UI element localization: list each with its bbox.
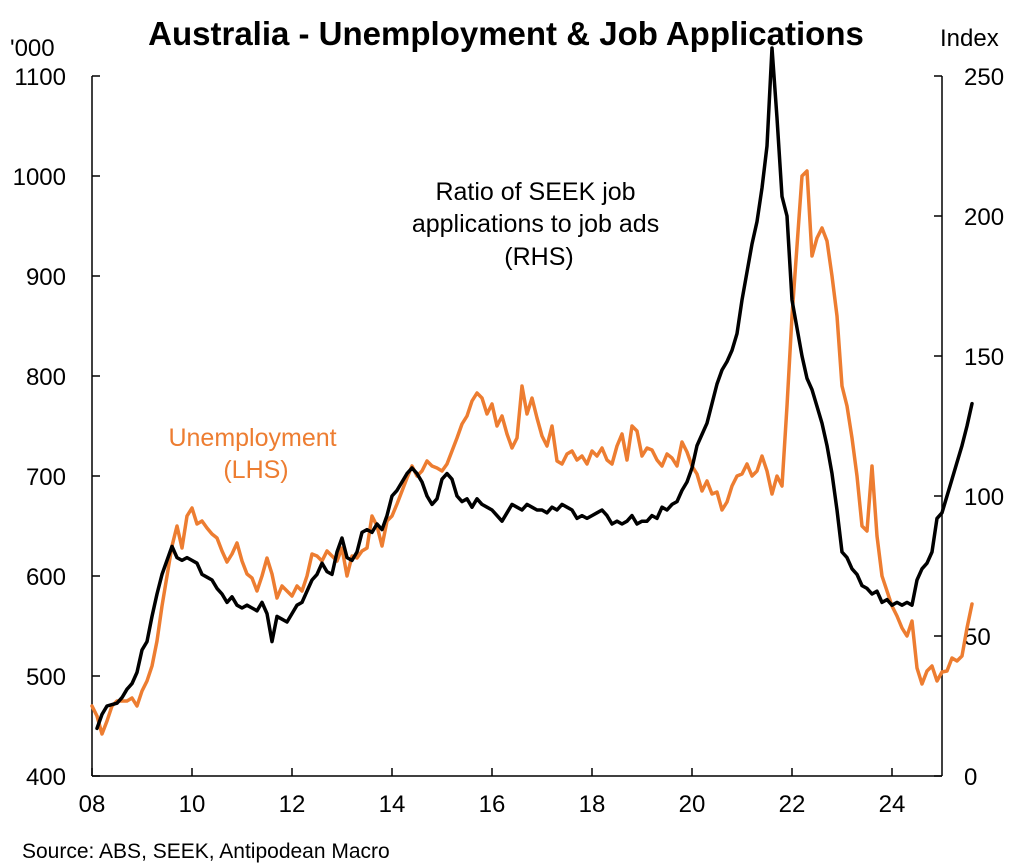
x-tick-label: 18 — [579, 791, 606, 818]
x-axis-tick-labels: 08 10 12 14 16 18 20 22 24 — [79, 791, 906, 818]
x-tick-label: 16 — [479, 791, 506, 818]
chart-title: Australia - Unemployment & Job Applicati… — [148, 15, 864, 52]
ratio-annotation-line-2: applications to job ads — [412, 210, 659, 238]
left-axis-unit: '000 — [10, 35, 55, 62]
left-tick-label: 900 — [26, 264, 66, 291]
x-tick-label: 24 — [879, 791, 906, 818]
right-axis-unit: Index — [940, 25, 999, 52]
unemployment-series-line — [90, 169, 974, 736]
left-tick-label: 500 — [26, 664, 66, 691]
ratio-annotation-line-3: (RHS) — [504, 243, 573, 271]
x-tick-label: 12 — [279, 791, 306, 818]
right-tick-label: 250 — [964, 64, 1004, 91]
unemployment-annotation-line-1: Unemployment — [168, 424, 336, 452]
right-tick-label: 100 — [964, 484, 1004, 511]
x-tick-label: 08 — [79, 791, 106, 818]
left-tick-label: 600 — [26, 564, 66, 591]
right-tick-label: 150 — [964, 344, 1004, 371]
left-tick-label: 1000 — [13, 164, 66, 191]
axes — [91, 75, 943, 777]
x-tick-label: 14 — [379, 791, 406, 818]
unemployment-annotation-line-2: (LHS) — [223, 456, 288, 484]
x-tick-label: 22 — [779, 791, 806, 818]
left-axis-tick-labels: 400 500 600 700 800 900 1000 1100 — [13, 64, 66, 791]
source-note: Source: ABS, SEEK, Antipodean Macro — [22, 840, 390, 863]
series-layer — [90, 46, 974, 736]
x-tick-label: 10 — [179, 791, 206, 818]
unemployment-annotation: Unemployment (LHS) — [168, 424, 343, 484]
left-tick-label: 700 — [26, 464, 66, 491]
ratio-series-line — [95, 46, 974, 731]
ratio-annotation-line-1: Ratio of SEEK job — [435, 178, 635, 206]
right-tick-label: 0 — [964, 764, 977, 791]
left-tick-label: 400 — [26, 764, 66, 791]
x-tick-label: 20 — [679, 791, 706, 818]
left-tick-label: 800 — [26, 364, 66, 391]
right-tick-label: 200 — [964, 204, 1004, 231]
left-tick-label: 1100 — [14, 64, 66, 91]
ratio-annotation: Ratio of SEEK job applications to job ad… — [412, 178, 666, 271]
